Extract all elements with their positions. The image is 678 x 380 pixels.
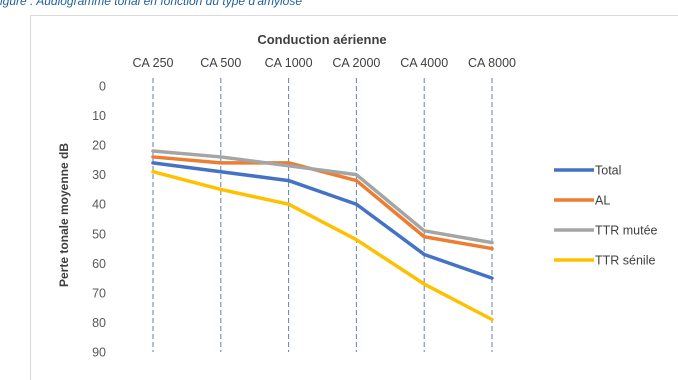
chart-title: Conduction aérienne <box>257 32 386 47</box>
y-tick-label: 50 <box>92 227 106 241</box>
x-tick-label: CA 250 <box>132 56 173 70</box>
x-tick-labels: CA 250 CA 500 CA 1000 CA 2000 CA 4000 CA 8000 <box>132 56 516 70</box>
y-axis-label: Perte tonale moyenne dB <box>57 143 71 287</box>
legend-label: TTR mutée <box>595 224 658 238</box>
x-tick-label: CA 8000 <box>468 56 516 70</box>
legend-label: Total <box>595 164 621 178</box>
y-tick-label: 10 <box>92 109 106 123</box>
legend: Total AL TTR mutée TTR sénile <box>554 164 658 268</box>
y-tick-label: 20 <box>92 139 106 153</box>
x-tick-label: CA 1000 <box>265 56 313 70</box>
series-line-2 <box>151 149 494 245</box>
legend-label: TTR sénile <box>595 254 655 268</box>
y-tick-label: 80 <box>92 316 106 330</box>
figure-caption: igure : Audiogramme tonal en fonction du… <box>0 0 303 8</box>
series-line-0 <box>151 161 494 280</box>
x-tick-label: CA 2000 <box>332 56 380 70</box>
grid-lines <box>152 78 493 352</box>
y-tick-label: 40 <box>92 198 106 212</box>
legend-label: AL <box>595 194 610 208</box>
y-tick-label: 90 <box>92 346 106 360</box>
series-line-3 <box>151 169 494 322</box>
y-tick-label: 60 <box>92 257 106 271</box>
y-tick-label: 30 <box>92 168 106 182</box>
x-tick-label: CA 4000 <box>400 56 448 70</box>
chart-frame <box>30 15 678 380</box>
y-tick-labels: 0 10 20 30 40 50 60 70 80 90 <box>92 80 106 360</box>
y-tick-label: 0 <box>99 80 106 94</box>
series-lines <box>151 149 494 322</box>
x-tick-label: CA 500 <box>200 56 241 70</box>
y-tick-label: 70 <box>92 286 106 300</box>
